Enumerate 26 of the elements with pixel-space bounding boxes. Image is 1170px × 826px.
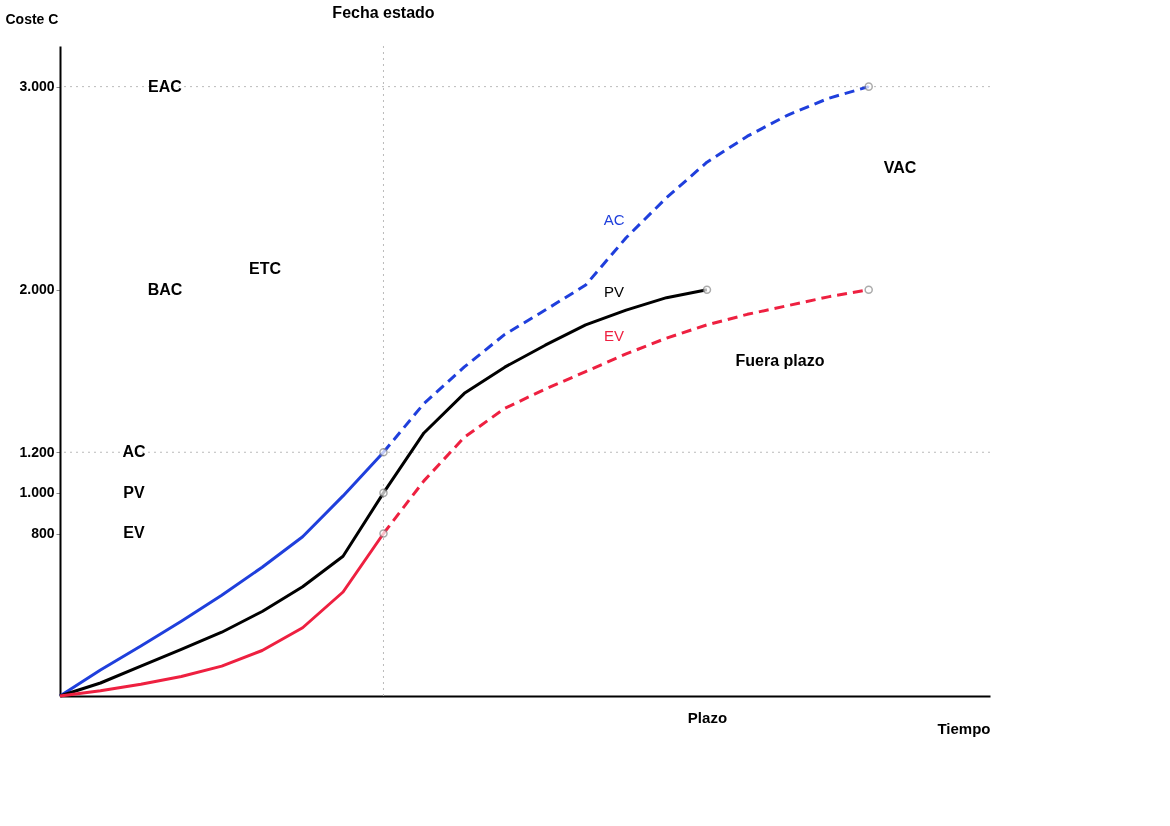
annotation: PV <box>123 484 145 501</box>
point <box>379 488 388 498</box>
annotation: Fuera plazo <box>735 352 825 369</box>
point <box>379 529 388 538</box>
annotation: EAC <box>148 78 183 95</box>
annotation: EV <box>123 524 145 541</box>
text: Fecha estado <box>332 4 435 21</box>
point <box>864 285 873 295</box>
annotation: AC <box>122 443 146 460</box>
x-axis-title: Tiempo <box>937 719 991 737</box>
annotation: ETC <box>249 260 282 277</box>
y-tick-label: 1.000 <box>19 484 55 501</box>
x-tick-label: Plazo <box>687 708 728 726</box>
y-tick-label: 800 <box>31 525 55 541</box>
point <box>702 285 712 295</box>
series-label: AC <box>603 210 625 228</box>
annotation: VAC <box>883 159 917 176</box>
series-label: EV <box>604 326 625 344</box>
annotation: BAC <box>147 281 183 298</box>
y-tick-label: 1.200 <box>19 443 55 460</box>
y-axis-title: Coste C <box>5 10 59 27</box>
point <box>864 82 873 91</box>
y-tick-label: 2.000 <box>19 281 55 298</box>
point <box>379 447 388 457</box>
y-tick-label: 3.000 <box>19 78 55 95</box>
series-label: PV <box>604 283 625 301</box>
